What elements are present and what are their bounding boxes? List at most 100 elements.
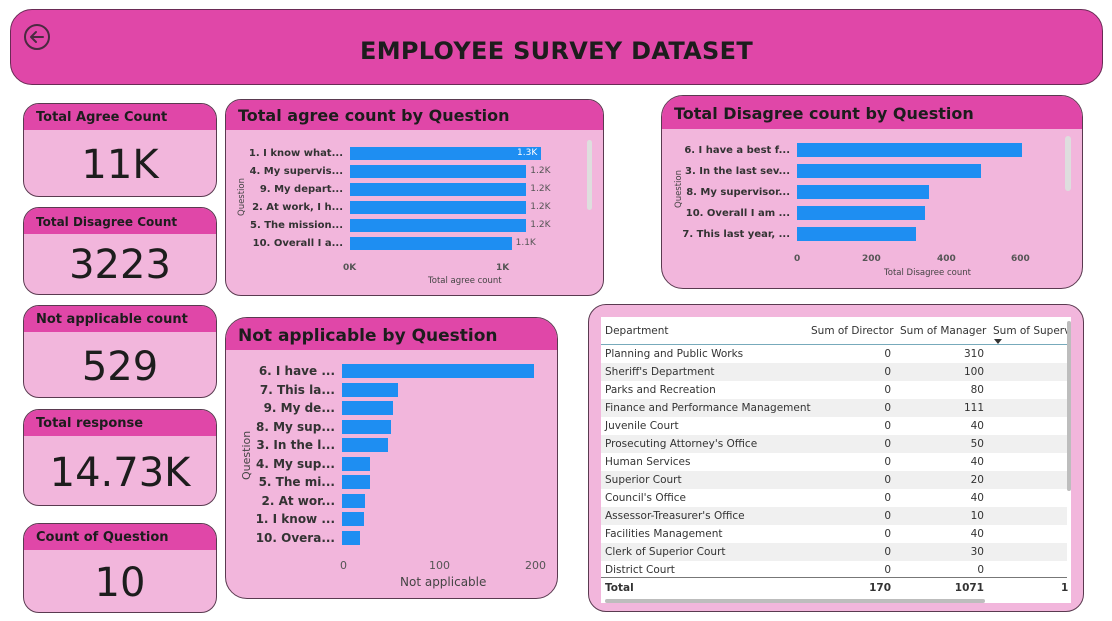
chart-title: Total Disagree count by Question — [674, 104, 974, 123]
chart-scrollbar[interactable] — [587, 140, 592, 210]
cell-director: 0 — [884, 528, 891, 540]
bar-label: 1. I know ... — [255, 512, 335, 526]
kpi-value: 529 — [81, 344, 159, 390]
table-row[interactable]: Sheriff's Department 0 100 — [601, 363, 1067, 381]
kpi-label: Count of Question — [36, 530, 169, 545]
cell-department: Assessor-Treasurer's Office — [605, 510, 745, 522]
bar[interactable] — [797, 206, 926, 220]
table-row[interactable]: Planning and Public Works 0 310 — [601, 345, 1067, 363]
bar-label: 1. I know what... — [248, 148, 343, 159]
table-row[interactable]: Prosecuting Attorney's Office 0 50 — [601, 435, 1067, 453]
bar[interactable] — [350, 219, 527, 232]
bar-label: 8. My sup... — [256, 419, 335, 434]
kpi-header: Total Agree Count — [24, 104, 216, 130]
table-row[interactable]: Juvenile Court 0 40 — [601, 417, 1067, 435]
bar[interactable] — [797, 185, 930, 199]
cell-director: 0 — [884, 510, 891, 522]
total-director: 170 — [869, 582, 891, 594]
department-table[interactable]: Department Sum of Director Sum of Manage… — [601, 317, 1071, 603]
table-row[interactable]: Council's Office 0 40 — [601, 489, 1067, 507]
bar[interactable] — [342, 475, 370, 489]
cell-department: Sheriff's Department — [605, 366, 715, 378]
kpi-label: Not applicable count — [36, 312, 188, 327]
table-row[interactable]: Facilities Management 0 40 — [601, 525, 1067, 543]
cell-manager: 310 — [963, 348, 984, 360]
table-row[interactable]: Clerk of Superior Court 0 30 — [601, 543, 1067, 561]
chart-title: Total agree count by Question — [238, 106, 510, 125]
cell-manager: 30 — [970, 546, 984, 558]
column-header-director[interactable]: Sum of Director — [811, 325, 894, 337]
bar[interactable] — [350, 165, 527, 178]
chart-scrollbar[interactable] — [1065, 136, 1071, 191]
table-horizontal-scrollbar[interactable] — [605, 599, 985, 603]
column-header-supervisor[interactable]: Sum of Superv — [993, 325, 1071, 337]
bar-label: 10. Overa... — [255, 530, 335, 545]
cell-manager: 40 — [970, 420, 984, 432]
total-manager: 1071 — [954, 582, 984, 594]
bar[interactable] — [342, 512, 365, 526]
sort-desc-icon[interactable] — [994, 339, 1002, 344]
bar[interactable] — [350, 183, 527, 196]
table-total-row: Total 170 1071 1 — [601, 577, 1068, 599]
bar[interactable] — [797, 164, 982, 178]
bar[interactable] — [342, 438, 389, 452]
cell-department: Facilities Management — [605, 528, 723, 540]
agree-chart-card[interactable]: Total agree count by Question Question 0… — [225, 99, 604, 296]
cell-director: 0 — [884, 384, 891, 396]
x-tick: 1K — [496, 263, 510, 273]
cell-manager: 40 — [970, 492, 984, 504]
cell-manager: 100 — [963, 366, 984, 378]
table-vertical-scrollbar[interactable] — [1067, 321, 1071, 491]
table-row[interactable]: Human Services 0 40 — [601, 453, 1067, 471]
cell-manager: 40 — [970, 456, 984, 468]
department-table-card[interactable]: Department Sum of Director Sum of Manage… — [588, 304, 1084, 612]
x-tick: 400 — [937, 254, 956, 264]
bar[interactable] — [342, 419, 391, 434]
bar[interactable] — [342, 456, 370, 471]
bar-label: 4. My supervis... — [249, 166, 343, 177]
bar-label: 6. I have ... — [258, 364, 335, 378]
not-applicable-chart-card[interactable]: Not applicable by Question Question 0 10… — [225, 317, 558, 599]
x-tick: 600 — [1011, 254, 1030, 264]
bar[interactable] — [342, 364, 534, 378]
cell-director: 0 — [884, 366, 891, 378]
bar[interactable] — [350, 147, 541, 160]
table-row[interactable]: Parks and Recreation 0 80 — [601, 381, 1067, 399]
cell-director: 0 — [884, 492, 891, 504]
bar[interactable] — [797, 227, 917, 241]
data-label: 1.1K — [515, 238, 536, 248]
column-header-department[interactable]: Department — [605, 325, 669, 337]
disagree-chart-card[interactable]: Total Disagree count by Question Questio… — [661, 95, 1083, 289]
table-header: Department Sum of Director Sum of Manage… — [601, 317, 1071, 345]
bar-label: 3. In the last sev... — [685, 166, 790, 177]
bar[interactable] — [342, 401, 393, 415]
kpi-total-response[interactable]: Total response 14.73K — [23, 409, 217, 506]
kpi-total-agree[interactable]: Total Agree Count 11K — [23, 103, 217, 197]
bar[interactable] — [350, 237, 512, 250]
kpi-count-question[interactable]: Count of Question 10 — [23, 523, 217, 613]
back-arrow-icon[interactable] — [23, 23, 51, 51]
bar[interactable] — [342, 530, 361, 545]
bar-label: 5. The mission... — [249, 220, 343, 231]
table-row[interactable]: Assessor-Treasurer's Office 0 10 — [601, 507, 1067, 525]
cell-manager: 20 — [970, 474, 984, 486]
bar-label: 7. This la... — [259, 382, 335, 397]
x-axis-title: Total agree count — [428, 276, 502, 286]
x-axis-title: Total Disagree count — [884, 268, 971, 278]
bar[interactable] — [797, 143, 1023, 157]
cell-manager: 0 — [977, 564, 984, 576]
bar[interactable] — [350, 201, 527, 214]
kpi-not-applicable[interactable]: Not applicable count 529 — [23, 305, 217, 398]
column-header-manager[interactable]: Sum of Manager — [900, 325, 987, 337]
header-banner: EMPLOYEE SURVEY DATASET — [10, 9, 1103, 85]
table-row[interactable]: District Court 0 0 — [601, 561, 1067, 579]
cell-director: 0 — [884, 564, 891, 576]
bar-label: 10. Overall I am ... — [685, 208, 790, 219]
kpi-label: Total Agree Count — [36, 110, 168, 125]
table-row[interactable]: Finance and Performance Management 0 111 — [601, 399, 1067, 417]
table-row[interactable]: Superior Court 0 20 — [601, 471, 1067, 489]
kpi-total-disagree[interactable]: Total Disagree Count 3223 — [23, 207, 217, 295]
bar[interactable] — [342, 493, 366, 508]
bar[interactable] — [342, 382, 398, 397]
kpi-header: Total response — [24, 410, 216, 436]
